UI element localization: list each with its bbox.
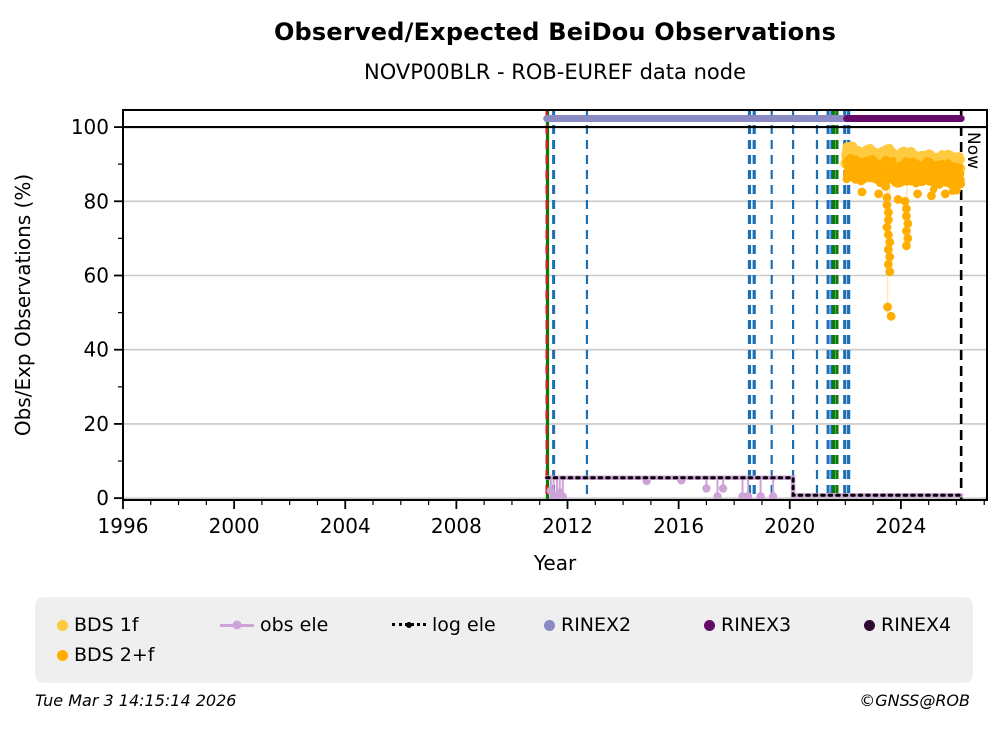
- outlier-point: [902, 204, 911, 214]
- y-axis-label: Obs/Exp Observations (%): [11, 174, 35, 436]
- outlier-point: [927, 191, 936, 201]
- outlier-point: [913, 189, 922, 199]
- outlier-point: [902, 211, 911, 221]
- outlier-point: [940, 189, 950, 199]
- obs-ele-point: [756, 492, 765, 500]
- legend-item-log-ele: log ele: [392, 614, 544, 636]
- outlier-point: [886, 311, 896, 321]
- outlier-point: [883, 302, 892, 312]
- scatter-point: [955, 155, 965, 165]
- legend-label: log ele: [432, 614, 496, 636]
- obs-ele-point: [743, 492, 753, 500]
- legend-dotted-line-marker-icon: [392, 620, 426, 631]
- outlier-point: [883, 245, 893, 254]
- y-tick-label: 20: [84, 412, 109, 436]
- y-tick-label: 80: [84, 189, 109, 213]
- legend-dot-icon: [864, 619, 875, 631]
- outlier-point: [885, 267, 895, 277]
- outlier-point: [900, 196, 910, 206]
- outlier-point: [885, 252, 895, 262]
- x-tick-label: 2012: [542, 514, 593, 538]
- legend-item-rinex4: RINEX4: [864, 614, 973, 636]
- x-tick-label: 2024: [875, 514, 926, 538]
- legend-item-bds-2-f: BDS 2+f: [57, 644, 220, 666]
- outlier-point: [874, 189, 884, 199]
- legend-dot-icon: [704, 619, 715, 631]
- legend-item-rinex2: RINEX2: [544, 614, 704, 636]
- x-axis-label: Year: [533, 551, 577, 575]
- legend-label: BDS 2+f: [74, 644, 155, 666]
- legend-dot-icon: [544, 619, 555, 631]
- x-tick-label: 1996: [98, 514, 149, 538]
- y-tick-label: 60: [84, 263, 109, 287]
- legend-label: RINEX2: [561, 614, 632, 636]
- obs-ele-point: [558, 492, 567, 500]
- outlier-point: [903, 233, 913, 243]
- outlier-point: [903, 219, 913, 228]
- obs-ele-point: [702, 484, 711, 493]
- x-tick-label: 2020: [764, 514, 815, 538]
- x-tick-label: 2004: [320, 514, 371, 538]
- legend-item-bds-1f: BDS 1f: [57, 614, 220, 636]
- x-tick-label: 2008: [431, 514, 482, 538]
- legend-label: RINEX4: [881, 614, 952, 636]
- legend-item-obs-ele: obs ele: [220, 614, 392, 636]
- obs-ele-point: [768, 492, 778, 500]
- scatter-point: [956, 169, 965, 178]
- obs-ele-point: [713, 492, 722, 500]
- y-tick-label: 0: [96, 486, 109, 510]
- legend-item-rinex3: RINEX3: [704, 614, 864, 636]
- series-line-log-ele: [545, 476, 963, 497]
- outlier-point: [893, 195, 903, 204]
- y-tick-label: 40: [84, 338, 109, 362]
- scatter-bds-2-f: [842, 153, 966, 321]
- outlier-point: [857, 187, 867, 197]
- copyright-credit: ©GNSS@ROB: [859, 691, 970, 710]
- timestamp: Tue Mar 3 14:15:14 2026: [35, 691, 237, 710]
- outlier-point: [885, 237, 895, 247]
- outlier-point: [882, 222, 892, 232]
- x-tick-label: 2016: [653, 514, 704, 538]
- legend-dot-icon: [57, 649, 68, 661]
- outlier-point: [952, 185, 961, 195]
- chart-subtitle: NOVP00BLR - ROB-EUREF data node: [364, 60, 746, 84]
- legend-dot-icon: [57, 619, 68, 631]
- chart-title: Observed/Expected BeiDou Observations: [273, 18, 837, 46]
- plot-frame: [122, 109, 988, 501]
- legend-label: BDS 1f: [74, 614, 139, 636]
- outlier-point: [883, 259, 893, 269]
- outlier-point: [902, 241, 911, 251]
- plot-inner: [123, 110, 987, 500]
- outlier-point: [883, 230, 893, 240]
- legend: BDS 1f obs ele log ele RINEX2 RINEX3 RINEX4 BD…: [35, 597, 973, 683]
- y-tick-label: 100: [71, 115, 109, 139]
- obs-ele-point: [718, 484, 728, 493]
- legend-label: obs ele: [260, 614, 329, 636]
- outlier-point: [882, 193, 892, 202]
- x-tick-label: 2000: [209, 514, 260, 538]
- legend-label: RINEX3: [721, 614, 792, 636]
- scatter-point: [956, 179, 966, 189]
- scatter-point: [955, 163, 964, 172]
- now-label: Now: [963, 132, 983, 169]
- outlier-point: [882, 200, 892, 210]
- outlier-point: [883, 208, 893, 217]
- outlier-point: [883, 215, 893, 225]
- legend-line-marker-icon: [220, 620, 254, 631]
- outlier-point: [902, 226, 911, 236]
- outlier-point: [881, 182, 890, 191]
